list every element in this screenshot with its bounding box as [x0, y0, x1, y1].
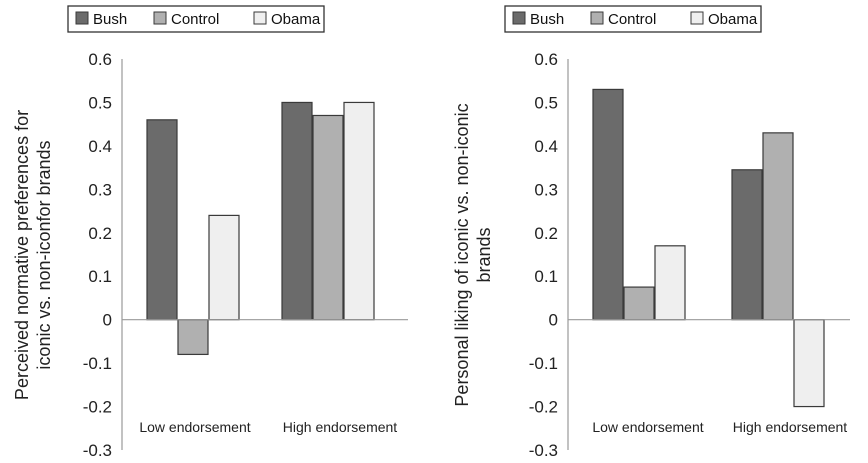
legend-label-obama: Obama: [271, 11, 321, 28]
y-tick-label: -0.3: [83, 441, 112, 460]
x-category-label: Low endorsement: [139, 419, 250, 435]
legend-box: [504, 5, 762, 33]
legend-swatch-obama: [690, 11, 704, 25]
y-axis-label: Perceived normative preferences for iconi…: [12, 110, 54, 400]
bar-control-low: [177, 319, 209, 356]
legend: Bush Control Obama: [67, 5, 325, 33]
bar-obama-high: [343, 101, 375, 321]
y-tick-label: 0.1: [534, 267, 558, 286]
y-tick-label: 0.1: [88, 267, 112, 286]
legend-box: [67, 5, 325, 33]
bar-bush-high: [281, 101, 313, 321]
y-tick-label: 0.3: [88, 180, 112, 199]
bar-obama-low: [208, 214, 240, 321]
bar-obama-high: [793, 319, 825, 408]
y-tick-label: -0.1: [83, 354, 112, 373]
bar-control-low: [623, 286, 655, 321]
y-axis-label-line: brands: [474, 227, 494, 282]
y-axis-label-line: Personal liking of iconic vs. non-iconic: [452, 103, 472, 406]
legend-swatch-control: [153, 11, 167, 25]
y-axis-label: Personal liking of iconic vs. non-iconic…: [452, 103, 494, 406]
bar-bush-high: [731, 169, 763, 321]
x-category-label: High endorsement: [733, 419, 848, 435]
y-tick-label: 0.6: [88, 50, 112, 69]
bar-control-high: [762, 132, 794, 321]
bar-control-high: [312, 114, 344, 321]
y-tick-label: -0.2: [83, 398, 112, 417]
x-category-label: High endorsement: [283, 419, 398, 435]
y-tick-label: -0.3: [529, 441, 558, 460]
y-tick-label: 0.4: [534, 137, 558, 156]
legend: Bush Control Obama: [504, 5, 762, 33]
y-tick-label: 0: [549, 311, 558, 330]
y-tick-label: 0.5: [534, 93, 558, 112]
y-axis-label-line: Perceived normative preferences for: [12, 110, 32, 400]
y-tick-label: -0.2: [529, 398, 558, 417]
y-tick-label: 0: [103, 311, 112, 330]
y-tick-label: 0.4: [88, 137, 112, 156]
legend-swatch-control: [590, 11, 604, 25]
bar-bush-low: [146, 119, 178, 321]
y-tick-label: 0.2: [88, 224, 112, 243]
y-tick-label: 0.5: [88, 93, 112, 112]
chart-1: Bush Control Obama 0.6 0.5 0.4 0.3 0.2 0.1 0 -0.1 -…: [12, 5, 408, 460]
y-tick-label: 0.2: [534, 224, 558, 243]
legend-swatch-bush: [512, 11, 526, 25]
legend-label-bush: Bush: [93, 11, 127, 28]
y-tick-label: 0.6: [534, 50, 558, 69]
y-tick-label: -0.1: [529, 354, 558, 373]
legend-swatch-bush: [75, 11, 89, 25]
legend-label-obama: Obama: [708, 11, 758, 28]
legend-swatch-obama: [253, 11, 267, 25]
legend-label-control: Control: [171, 11, 219, 28]
y-axis-label-line: iconic vs. non-iconfor brands: [34, 140, 54, 369]
legend-label-control: Control: [608, 11, 656, 28]
x-category-label: Low endorsement: [592, 419, 703, 435]
chart-2: Bush Control Obama 0.6 0.5 0.4 0.3 0.2 0.1 0 -0.1 -…: [452, 5, 850, 460]
bar-bush-low: [592, 88, 624, 321]
bar-obama-low: [654, 245, 686, 321]
y-tick-label: 0.3: [534, 180, 558, 199]
legend-label-bush: Bush: [530, 11, 564, 28]
